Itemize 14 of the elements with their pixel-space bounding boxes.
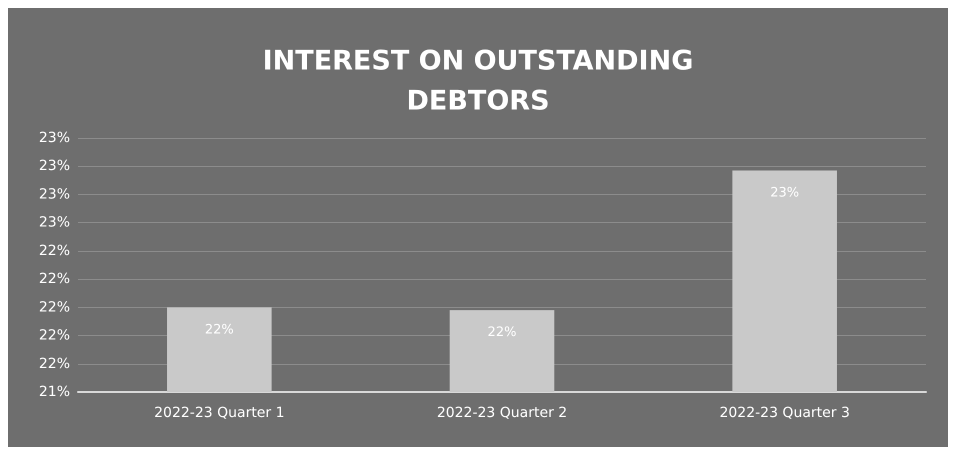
- y-tick-label: 22%: [38, 328, 70, 344]
- y-tick-label: 23%: [38, 158, 70, 174]
- y-tick-label: 22%: [38, 356, 70, 372]
- x-tick-label: 2022-23 Quarter 3: [719, 405, 850, 421]
- y-tick-label: 22%: [38, 271, 70, 288]
- y-tick-label: 21%: [38, 384, 70, 400]
- y-tick-label: 23%: [38, 186, 70, 202]
- y-tick-label: 22%: [38, 299, 70, 316]
- x-tick-label: 2022-23 Quarter 1: [154, 405, 285, 421]
- chart-title: INTEREST ON OUTSTANDING DEBTORS: [262, 46, 694, 116]
- y-tick-label: 23%: [38, 214, 70, 231]
- y-tick-label: 22%: [38, 242, 70, 259]
- y-tick-label: 23%: [38, 130, 70, 146]
- x-tick-label: 2022-23 Quarter 2: [436, 405, 568, 421]
